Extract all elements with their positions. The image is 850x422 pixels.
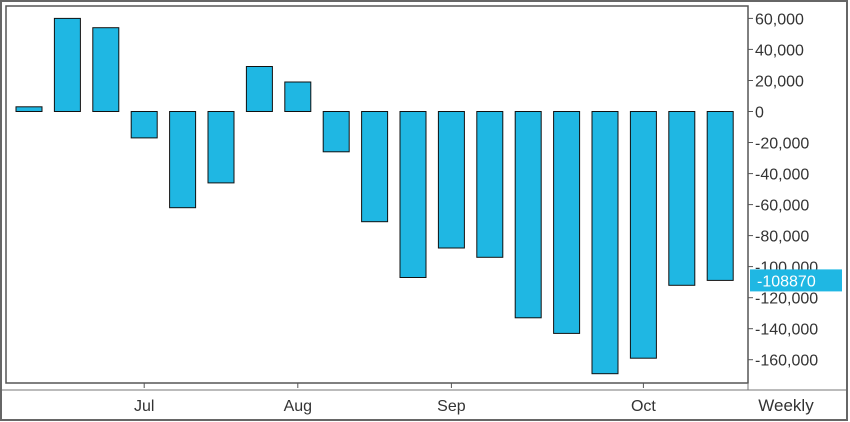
bar-week-5	[169, 111, 197, 209]
bar-week-11	[399, 111, 427, 278]
bar-week-8	[284, 81, 312, 112]
y-tick-label: 0	[755, 105, 764, 122]
bar-week-3	[92, 27, 120, 113]
bar-week-1	[15, 106, 43, 113]
x-month-label-aug: Aug	[284, 398, 312, 415]
y-axis: 60,000 40,000 20,000 0 -20,000 -40,000 -60,000…	[748, 11, 818, 370]
last-value-badge	[750, 269, 842, 292]
x-month-label-sep: Sep	[437, 398, 466, 415]
last-value-marker: -108870	[750, 269, 842, 292]
x-axis-months: Jul Aug Sep Oct	[134, 383, 656, 415]
bar-week-19	[706, 111, 734, 281]
y-tick-label: -160,000	[755, 353, 818, 370]
bar-week-4	[130, 111, 158, 139]
y-tick-label: 20,000	[755, 74, 804, 91]
y-tick-label: -140,000	[755, 322, 818, 339]
y-tick-label: -40,000	[755, 167, 809, 184]
last-value-label: -108870	[757, 273, 816, 290]
y-tick-label: -20,000	[755, 136, 809, 153]
y-tick-label: -120,000	[755, 291, 818, 308]
bar-week-15	[553, 111, 581, 334]
bar-week-13	[476, 111, 504, 258]
bar-week-16	[591, 111, 619, 375]
x-month-label-jul: Jul	[134, 398, 154, 415]
bar-week-9	[322, 111, 350, 153]
bar-week-7	[245, 66, 273, 112]
bar-week-17	[629, 111, 657, 359]
period-label[interactable]: Weekly	[758, 396, 814, 415]
y-tick-label: -60,000	[755, 198, 809, 215]
bars	[15, 17, 734, 375]
y-tick-label: -80,000	[755, 229, 809, 246]
y-tick-label: 40,000	[755, 42, 804, 59]
x-month-label-oct: Oct	[631, 398, 656, 415]
bar-week-14	[514, 111, 542, 319]
bar-week-18	[668, 111, 696, 286]
bar-week-10	[361, 111, 389, 223]
bar-week-6	[207, 111, 235, 184]
y-tick-label: 60,000	[755, 11, 804, 28]
bar-week-12	[437, 111, 465, 249]
bar-week-2	[53, 17, 81, 112]
